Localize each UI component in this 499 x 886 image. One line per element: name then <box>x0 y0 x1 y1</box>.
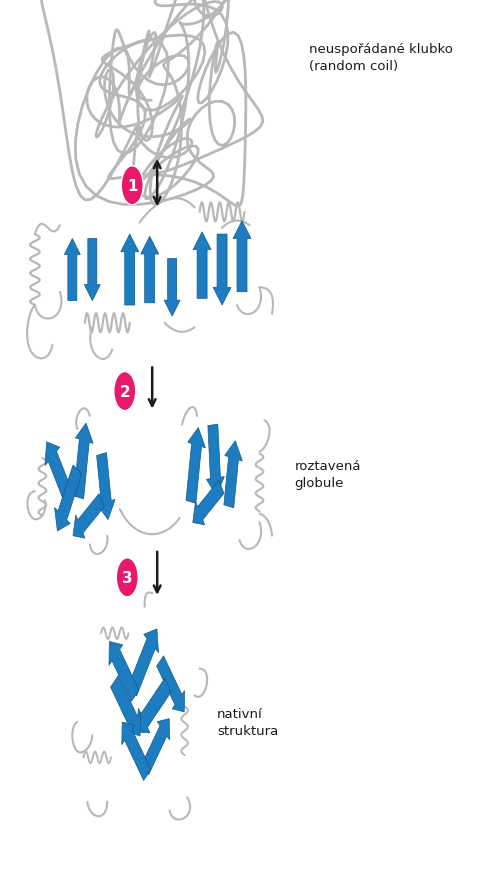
Polygon shape <box>186 428 206 504</box>
Text: 2: 2 <box>119 385 130 399</box>
Text: neuspořádané klubko
(random coil): neuspořádané klubko (random coil) <box>309 43 453 73</box>
Polygon shape <box>224 441 243 509</box>
Polygon shape <box>157 656 185 712</box>
Polygon shape <box>207 424 225 496</box>
Polygon shape <box>213 235 231 306</box>
Polygon shape <box>137 679 171 733</box>
Polygon shape <box>111 676 141 736</box>
Polygon shape <box>193 233 211 299</box>
Polygon shape <box>141 237 159 303</box>
Polygon shape <box>142 719 170 775</box>
Polygon shape <box>64 239 80 301</box>
Polygon shape <box>97 453 115 520</box>
Polygon shape <box>164 259 180 317</box>
Polygon shape <box>74 424 93 500</box>
Text: roztavená
globule: roztavená globule <box>294 459 361 489</box>
Polygon shape <box>121 235 139 306</box>
Polygon shape <box>54 465 82 532</box>
Polygon shape <box>45 442 72 501</box>
Circle shape <box>116 558 138 597</box>
Circle shape <box>114 372 136 411</box>
Text: nativní
struktura: nativní struktura <box>217 707 278 737</box>
Polygon shape <box>109 641 139 702</box>
Polygon shape <box>193 481 224 525</box>
Circle shape <box>121 167 143 206</box>
Polygon shape <box>73 494 104 539</box>
Text: 3: 3 <box>122 571 133 585</box>
Polygon shape <box>128 629 159 696</box>
Polygon shape <box>233 222 251 292</box>
Polygon shape <box>84 239 100 301</box>
Polygon shape <box>122 722 151 781</box>
Text: 1: 1 <box>127 179 138 193</box>
